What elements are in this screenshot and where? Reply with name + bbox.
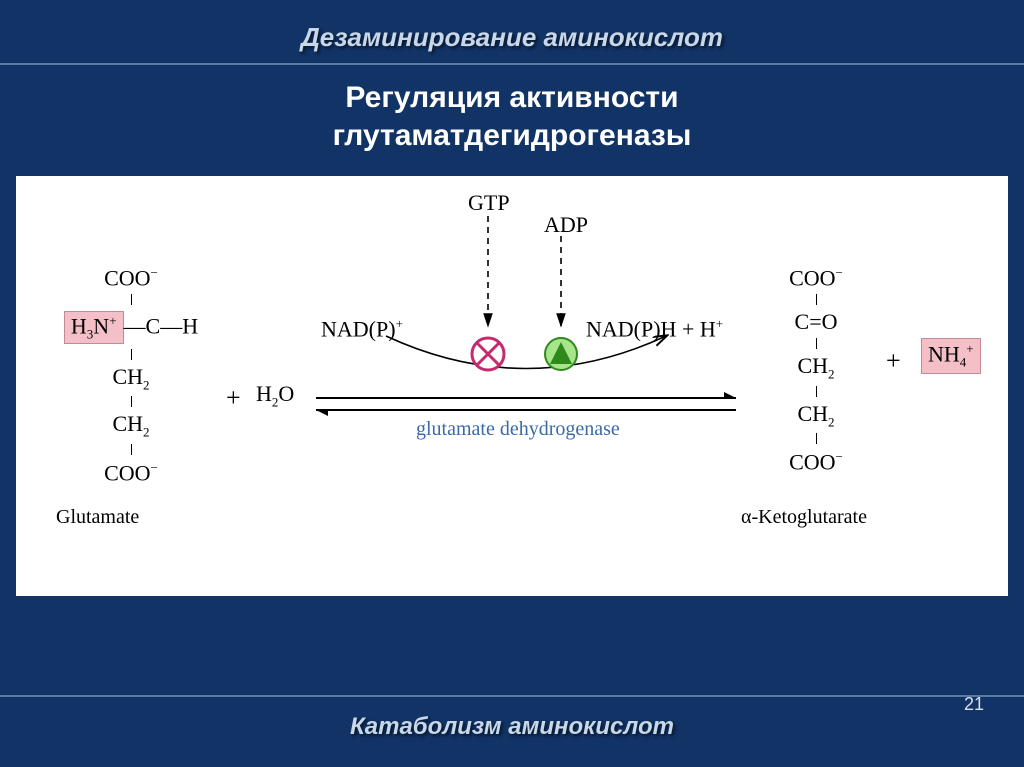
divider-top [0, 63, 1024, 65]
subtitle-line1: Регуляция активности [345, 81, 678, 114]
gtp-label: GTP [468, 190, 510, 216]
amino-group-highlight: H3N+ [64, 311, 124, 344]
subtitle-line2: глутаматдегидрогеназы [333, 119, 692, 152]
nh4-product: NH4+ [921, 338, 981, 374]
reaction-diagram: COO− H3N+—C—H CH2 CH2 COO− Glutamate + H… [16, 176, 1008, 596]
glutamate-structure: COO− H3N+—C—H CH2 CH2 COO− [46, 266, 216, 484]
nadp-plus-label: NAD(P)+ [321, 316, 403, 342]
plus-sign-1: + [226, 383, 241, 413]
nadph-label: NAD(P)H + H+ [586, 316, 723, 342]
glutamate-label: Glutamate [56, 506, 139, 529]
slide-footer: Катаболизм аминокислот [0, 713, 1024, 741]
divider-bottom [0, 695, 1024, 697]
akg-label: α-Ketoglutarate [741, 506, 867, 529]
akg-structure: COO− C=O CH2 CH2 COO− [761, 266, 871, 473]
slide-header: Дезаминирование аминокислот [0, 0, 1024, 53]
h2o-label: H2O [256, 381, 294, 410]
enzyme-label: glutamate dehydrogenase [416, 418, 620, 441]
slide-subtitle: Регуляция активности глутаматдегидрогена… [0, 79, 1024, 154]
page-number: 21 [964, 694, 984, 715]
adp-label: ADP [544, 212, 588, 238]
plus-sign-2: + [886, 346, 901, 376]
nh4-highlight: NH4+ [921, 338, 981, 374]
